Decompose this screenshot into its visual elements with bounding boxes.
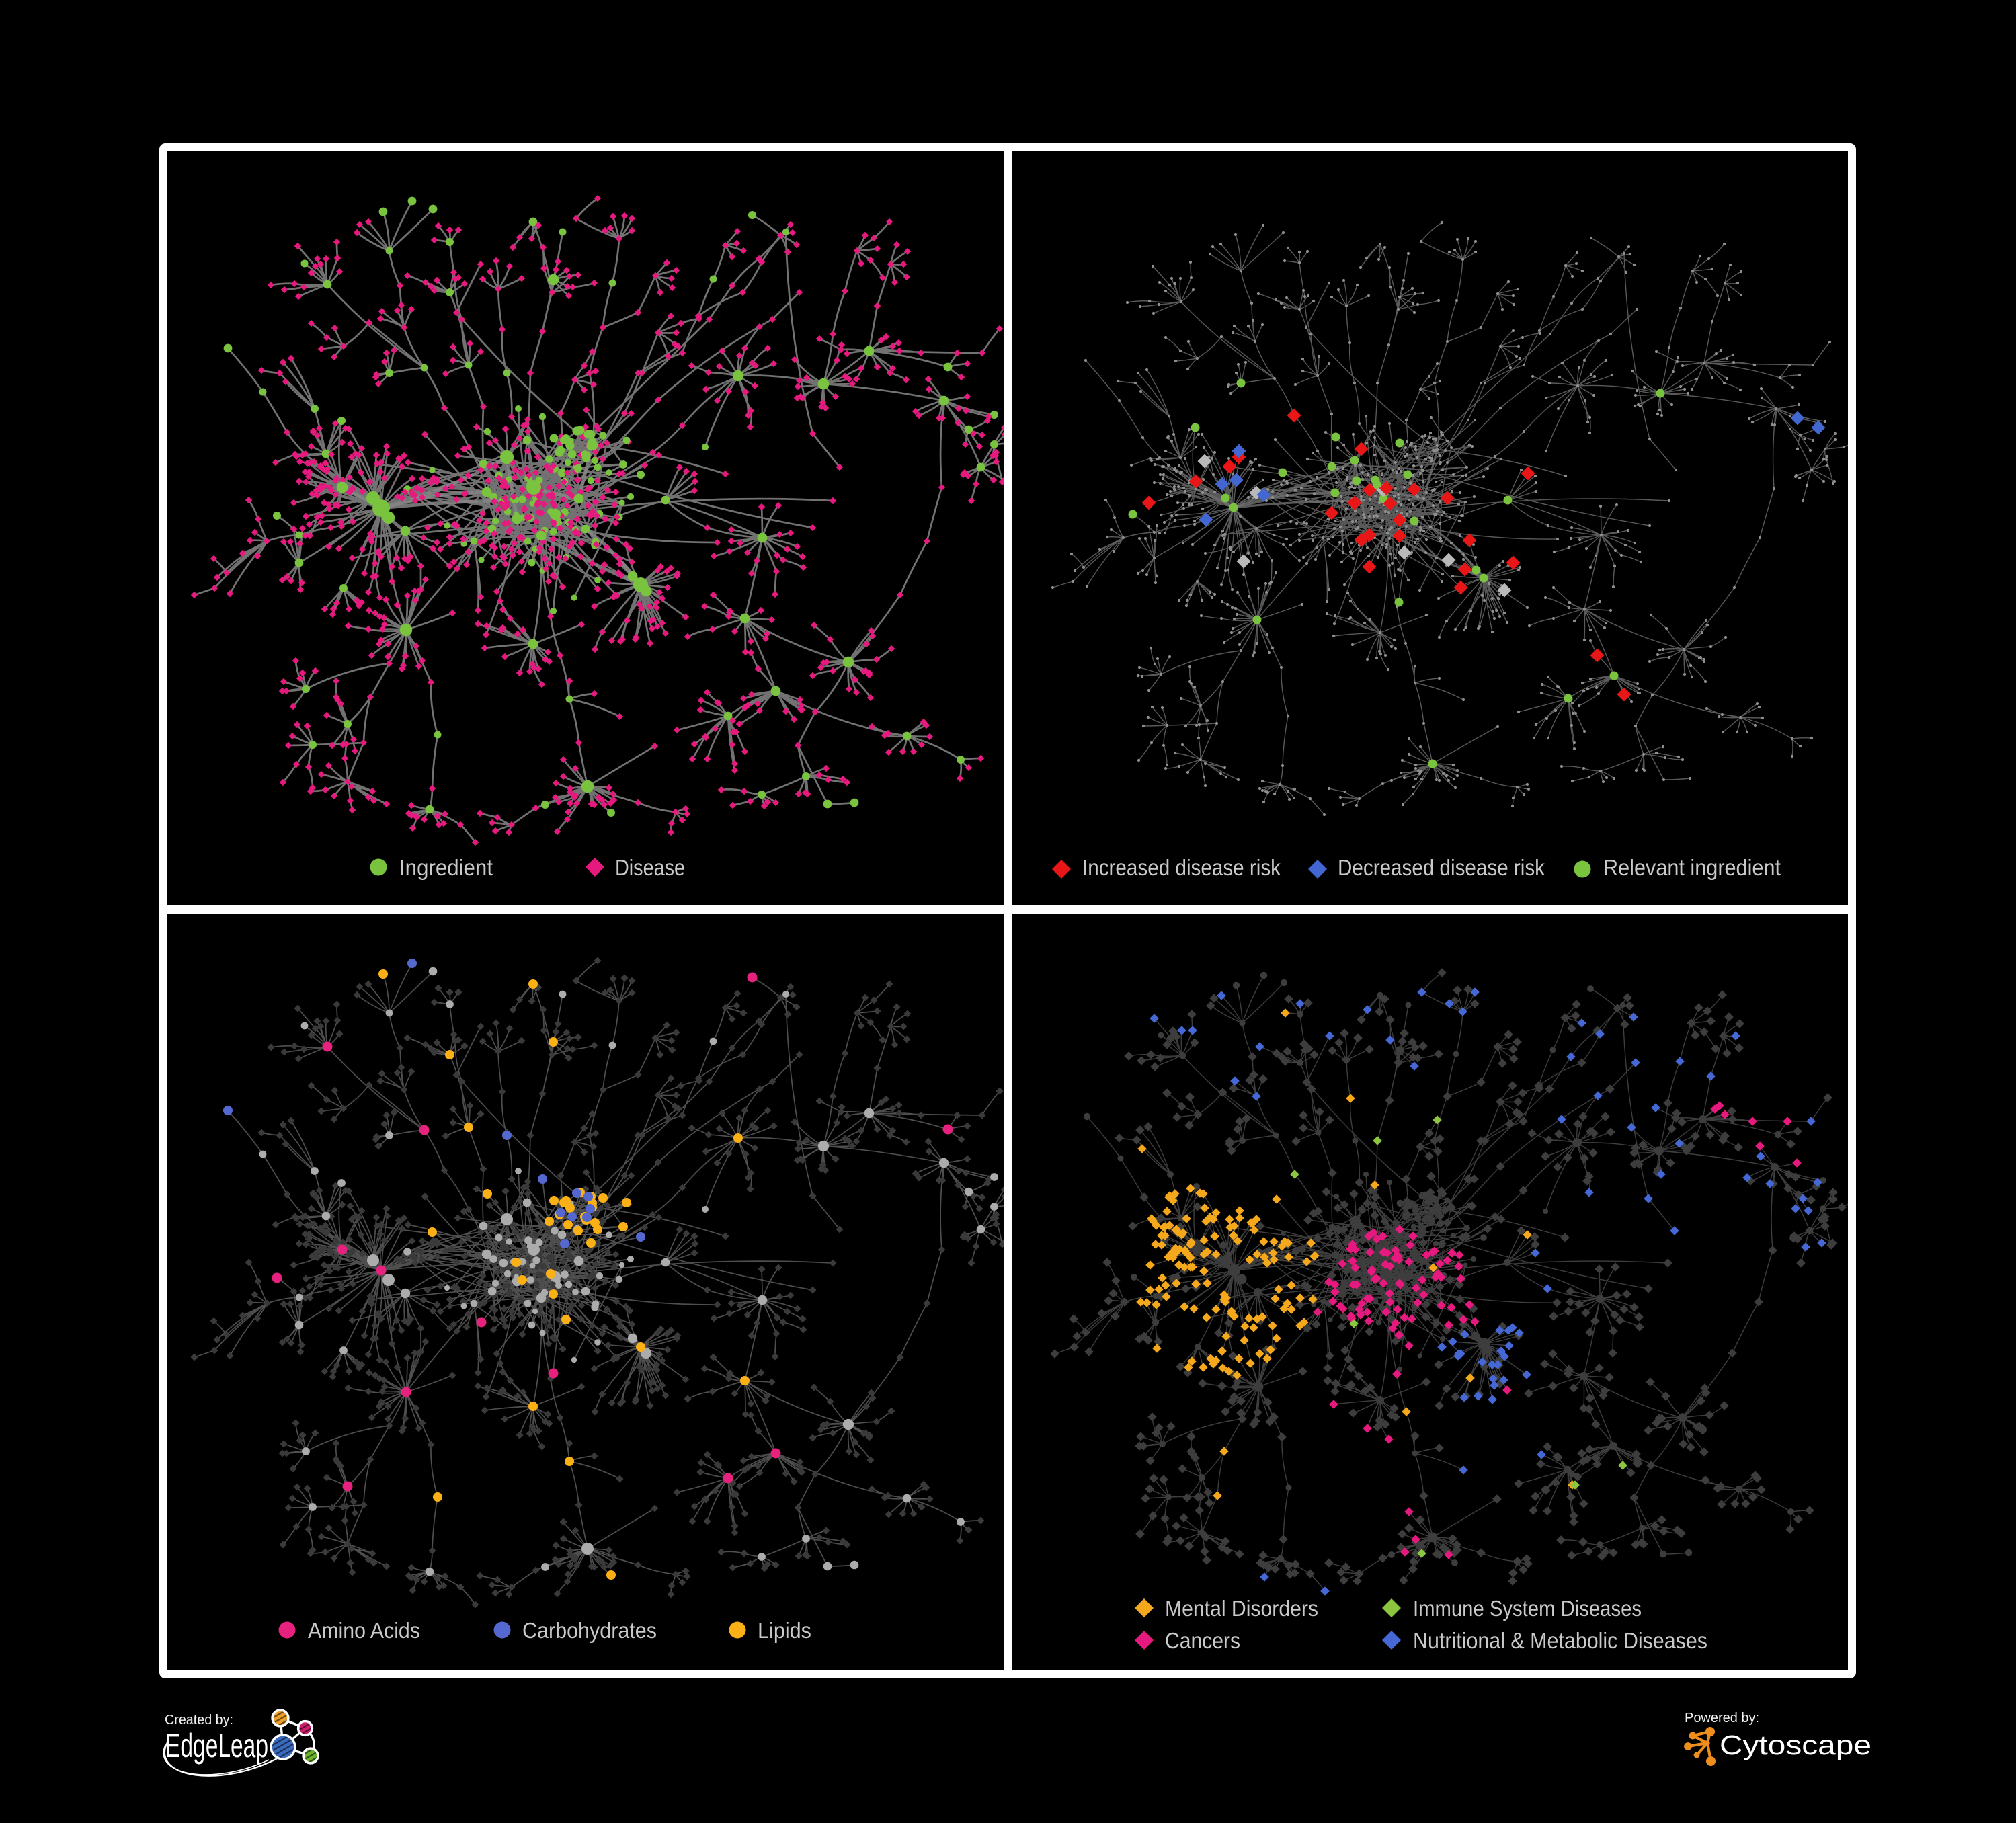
svg-text:Powered by:: Powered by:	[1685, 1711, 1759, 1726]
svg-text:Immune System Diseases: Immune System Diseases	[1413, 1596, 1642, 1621]
svg-text:Increased disease risk: Increased disease risk	[1082, 855, 1281, 880]
svg-text:Nutritional & Metabolic Diseas: Nutritional & Metabolic Diseases	[1413, 1628, 1707, 1653]
svg-text:Created by:: Created by:	[165, 1713, 233, 1728]
svg-text:Lipids: Lipids	[758, 1618, 811, 1643]
svg-text:Mental Disorders: Mental Disorders	[1165, 1596, 1318, 1621]
svg-text:Amino Acids: Amino Acids	[308, 1618, 420, 1643]
svg-text:EdgeLeap: EdgeLeap	[165, 1727, 268, 1765]
svg-text:Cancers: Cancers	[1165, 1628, 1240, 1653]
svg-text:Ingredient: Ingredient	[399, 855, 493, 880]
svg-text:Carbohydrates: Carbohydrates	[522, 1618, 657, 1643]
svg-text:Relevant ingredient: Relevant ingredient	[1603, 855, 1781, 880]
svg-text:Cytoscape: Cytoscape	[1720, 1730, 1871, 1760]
svg-text:Disease: Disease	[615, 855, 685, 880]
svg-text:Decreased disease risk: Decreased disease risk	[1338, 855, 1545, 880]
